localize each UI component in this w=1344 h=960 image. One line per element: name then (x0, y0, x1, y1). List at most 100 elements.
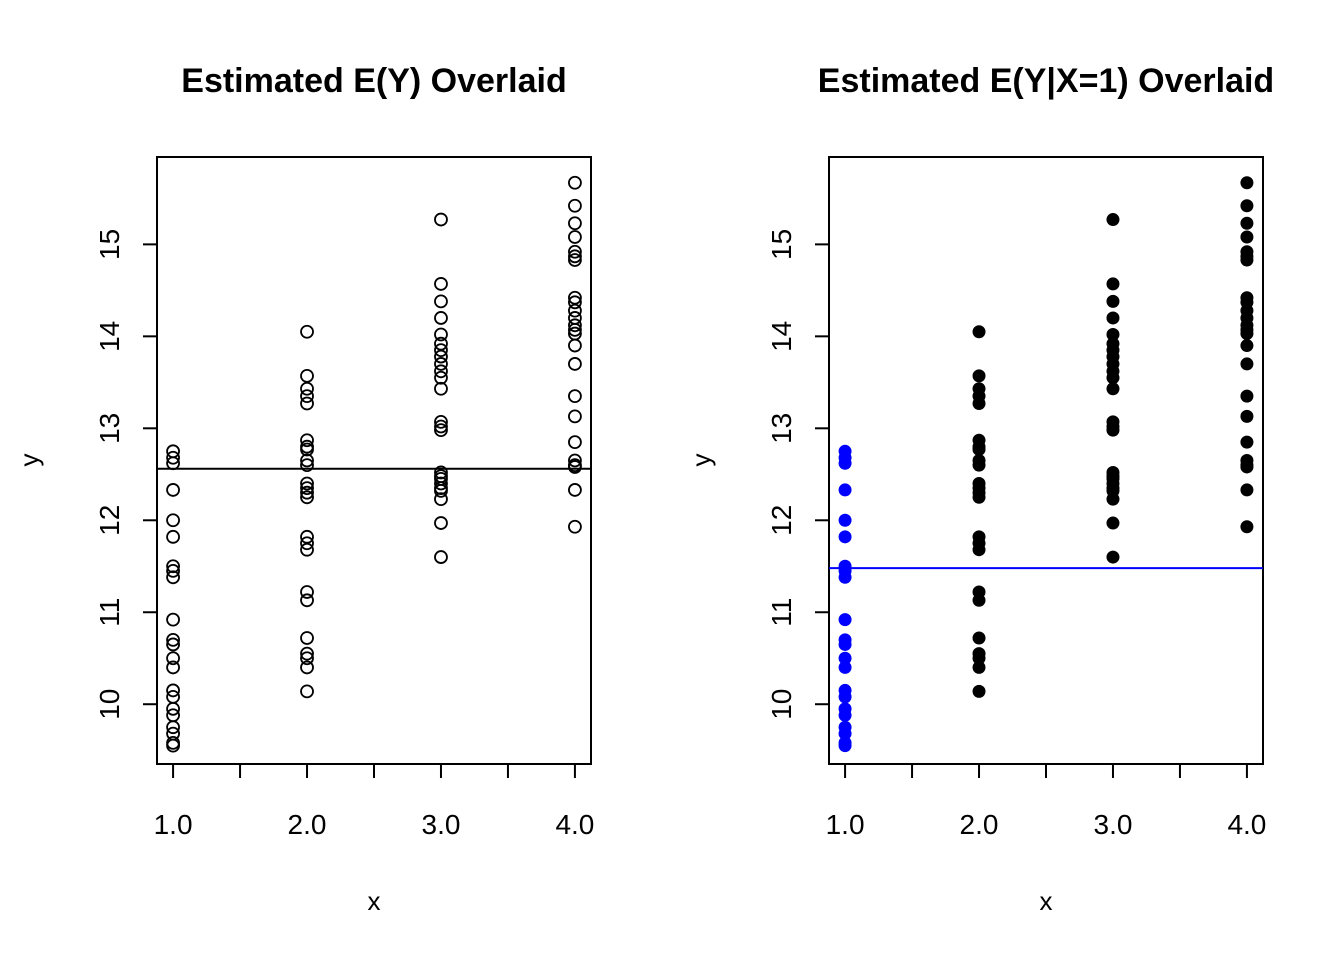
left-data-point (568, 483, 582, 497)
left-chart-panel: Estimated E(Y) Overlaid 1.0 2.0 3.0 4.0 101… (14, 62, 594, 916)
right-data-point (838, 456, 852, 470)
right-data-point (1106, 382, 1120, 396)
right-data-point (1240, 435, 1254, 449)
left-data-point (568, 318, 582, 333)
left-points (166, 175, 582, 753)
right-data-point (1106, 294, 1120, 308)
left-data-point (434, 343, 448, 358)
left-data-point (300, 485, 314, 500)
left-data-point (300, 442, 314, 457)
right-data-point (1106, 371, 1120, 385)
left-data-point (568, 435, 582, 450)
left-data-point (300, 396, 314, 411)
left-data-point (434, 277, 448, 291)
right-data-point (1240, 216, 1254, 230)
left-data-point (166, 559, 180, 574)
left-data-point (434, 311, 448, 325)
right-y-axis: 10 11 12 13 14 15 (766, 229, 829, 720)
left-data-point (568, 323, 582, 337)
left-data-point (300, 631, 314, 645)
right-y-tick-label: 12 (766, 505, 797, 536)
right-data-point (972, 396, 986, 410)
left-y-axis: 10 11 12 13 14 15 (94, 229, 157, 720)
left-data-point (568, 216, 582, 231)
left-data-point (568, 253, 582, 267)
right-data-point (972, 660, 986, 674)
left-data-point (300, 660, 314, 675)
left-data-point (166, 720, 180, 735)
right-x-axis: 1.0 2.0 3.0 4.0 (826, 764, 1266, 840)
left-data-point (568, 453, 582, 468)
left-data-point (434, 212, 448, 227)
left-x-axis: 1.0 2.0 3.0 4.0 (154, 764, 594, 840)
left-data-point (166, 651, 180, 666)
left-y-tick-label: 11 (94, 598, 125, 627)
right-data-point (1106, 213, 1120, 227)
right-data-point (1106, 550, 1120, 564)
left-y-tick-label: 14 (94, 321, 125, 352)
left-data-point (434, 476, 448, 491)
left-data-point (300, 490, 314, 505)
right-data-point (838, 513, 852, 527)
left-data-point (568, 460, 582, 474)
right-data-point (1240, 253, 1254, 267)
left-data-point (300, 381, 314, 396)
right-data-point (1240, 520, 1254, 534)
right-data-point (1240, 176, 1254, 190)
right-data-point (1106, 492, 1120, 506)
right-chart-title: Estimated E(Y|X=1) Overlaid (818, 62, 1274, 100)
left-data-point (434, 381, 448, 396)
left-data-point (166, 563, 180, 578)
left-data-point (300, 646, 314, 661)
right-data-point (972, 543, 986, 557)
left-data-point (166, 612, 180, 627)
left-data-point (434, 423, 448, 438)
left-data-point (434, 492, 448, 507)
left-x-tick-label: 3.0 (422, 809, 461, 840)
right-data-point (1240, 409, 1254, 423)
left-data-point (300, 536, 314, 551)
left-data-point (166, 632, 180, 647)
left-data-point (166, 660, 180, 675)
right-data-point (1240, 339, 1254, 353)
left-data-point (166, 513, 180, 528)
left-y-tick-label: 13 (94, 413, 125, 444)
left-data-point (300, 368, 314, 383)
left-data-point (434, 294, 448, 309)
left-data-point (300, 542, 314, 557)
left-x-tick-label: 2.0 (288, 809, 327, 840)
right-data-point (1106, 423, 1120, 437)
left-data-point (166, 450, 180, 465)
right-data-point (1240, 327, 1254, 341)
right-data-point (838, 530, 852, 544)
left-data-point (568, 519, 582, 534)
right-data-point (972, 442, 986, 456)
right-data-point (1240, 230, 1254, 244)
right-y-tick-label: 14 (766, 321, 797, 352)
right-y-tick-label: 13 (766, 413, 797, 444)
right-data-point (838, 739, 852, 753)
left-data-point (300, 476, 314, 491)
left-data-point (434, 370, 448, 385)
right-data-point (1106, 277, 1120, 291)
right-y-tick-label: 10 (766, 689, 797, 720)
left-data-point (434, 414, 448, 429)
left-data-point (300, 684, 314, 699)
left-data-point (434, 357, 448, 371)
right-data-point (972, 369, 986, 383)
right-data-point (838, 637, 852, 651)
left-data-point (300, 458, 314, 472)
left-data-point (300, 433, 314, 448)
left-data-point (434, 327, 448, 342)
left-plot-frame (156, 156, 592, 765)
left-y-tick-label: 15 (94, 229, 125, 260)
left-data-point (300, 481, 314, 495)
left-data-point (166, 738, 180, 753)
left-data-point (300, 585, 314, 599)
left-data-point (434, 364, 448, 379)
left-data-point (166, 735, 180, 750)
left-data-point (568, 303, 582, 318)
right-chart-panel: Estimated E(Y|X=1) Overlaid 1.0 2.0 3.0 4.0… (686, 62, 1274, 916)
left-data-point (434, 550, 448, 564)
